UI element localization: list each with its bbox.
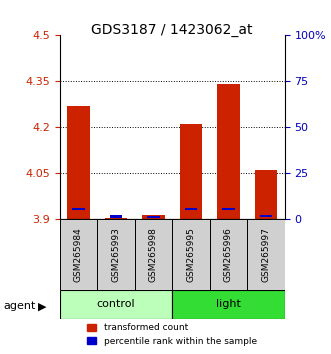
FancyBboxPatch shape (210, 219, 247, 290)
Text: GSM265995: GSM265995 (186, 227, 195, 282)
Text: GSM265993: GSM265993 (111, 227, 120, 282)
Text: GSM265998: GSM265998 (149, 227, 158, 282)
Text: GSM265996: GSM265996 (224, 227, 233, 282)
FancyBboxPatch shape (60, 219, 97, 290)
Bar (142, 215, 165, 219)
Text: GSM265997: GSM265997 (261, 227, 270, 282)
Bar (67, 106, 90, 219)
Text: light: light (216, 299, 241, 309)
Text: agent: agent (3, 301, 36, 311)
Bar (105, 218, 127, 219)
Text: GDS3187 / 1423062_at: GDS3187 / 1423062_at (91, 23, 253, 37)
FancyBboxPatch shape (135, 219, 172, 290)
FancyBboxPatch shape (247, 219, 285, 290)
FancyBboxPatch shape (172, 219, 210, 290)
Bar (255, 170, 277, 219)
Bar (222, 207, 235, 210)
Bar (72, 207, 84, 210)
FancyBboxPatch shape (60, 290, 172, 319)
Bar (217, 85, 240, 219)
FancyBboxPatch shape (172, 290, 285, 319)
Bar (180, 124, 202, 219)
Text: GSM265984: GSM265984 (74, 228, 83, 282)
Bar (110, 215, 122, 218)
Bar (185, 207, 197, 210)
Bar (147, 216, 160, 218)
FancyBboxPatch shape (97, 219, 135, 290)
Legend: transformed count, percentile rank within the sample: transformed count, percentile rank withi… (84, 320, 260, 349)
Text: ▶: ▶ (38, 301, 47, 311)
Text: control: control (97, 299, 135, 309)
Bar (260, 215, 272, 217)
